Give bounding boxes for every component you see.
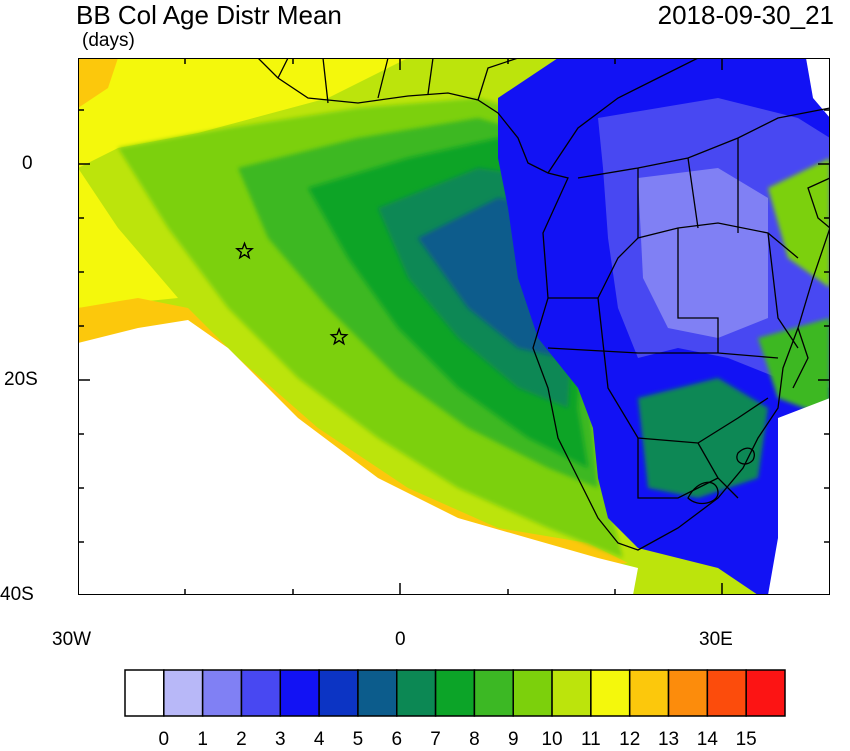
colorbar-label-5: 5 xyxy=(352,729,364,750)
colorbar-label-7: 7 xyxy=(430,729,441,750)
colorbar-box-6 xyxy=(357,669,398,717)
colorbar-label-15: 15 xyxy=(735,729,757,750)
colorbar-label-4: 4 xyxy=(313,729,325,750)
colorbar-box-3 xyxy=(240,669,282,717)
x-tick-label-30w: 30W xyxy=(52,629,92,650)
field-orange-corner xyxy=(78,58,118,108)
colorbar-label-12: 12 xyxy=(619,729,641,750)
map-title: BB Col Age Distr Mean xyxy=(76,0,342,30)
field-land-east-green xyxy=(768,158,830,288)
colorbar-box-0 xyxy=(124,669,165,717)
y-tick-label-20s: 20S xyxy=(4,369,38,390)
colorbar-label-11: 11 xyxy=(581,729,601,750)
colorbar-box-9 xyxy=(473,669,514,717)
colorbar-box-11 xyxy=(551,669,592,717)
field-land-lavender xyxy=(638,168,768,338)
y-tick-label-40s: 40S xyxy=(0,584,34,605)
colorbar-label-13: 13 xyxy=(657,729,680,750)
colorbar-box-10 xyxy=(512,669,553,717)
colorbar-box-15 xyxy=(706,669,747,717)
star-marker-2 xyxy=(329,327,349,346)
colorbar-label-2: 2 xyxy=(236,729,247,750)
colorbar-box-7 xyxy=(396,669,437,717)
colorbar-box-5 xyxy=(318,669,359,717)
x-tick-label-0: 0 xyxy=(395,629,406,650)
colorbar-box-4 xyxy=(279,669,320,717)
colorbar-label-10: 10 xyxy=(541,729,563,750)
field-white-southeast xyxy=(768,398,830,595)
colorbar-label-9: 9 xyxy=(507,729,519,750)
colorbar-label-1: 1 xyxy=(197,729,208,750)
colorbar-box-14 xyxy=(667,669,709,717)
colorbar-box-2 xyxy=(201,669,243,717)
map-timestamp: 2018-09-30_21 xyxy=(657,0,834,30)
field-white-ocean xyxy=(78,320,638,595)
colorbar-box-16 xyxy=(745,669,786,717)
star-marker-1 xyxy=(235,241,254,260)
colorbar-box-8 xyxy=(434,669,476,717)
colorbar-box-12 xyxy=(590,669,631,717)
map-plot xyxy=(78,58,830,595)
colorbar-label-8: 8 xyxy=(469,729,480,750)
axis-ticks xyxy=(78,58,830,595)
colorbar-box-1 xyxy=(163,669,204,717)
field-land-south-green xyxy=(638,378,768,498)
map-units: (days) xyxy=(82,30,135,51)
colorbar-label-14: 14 xyxy=(696,729,718,750)
field-white-northeast xyxy=(806,58,830,118)
colorbar xyxy=(124,669,786,717)
colorbar-label-0: 0 xyxy=(158,729,170,750)
colorbar-label-3: 3 xyxy=(274,729,286,750)
colorbar-box-13 xyxy=(628,669,670,717)
y-tick-label-0: 0 xyxy=(22,153,33,174)
field-yellow-west xyxy=(78,168,178,308)
coastlines xyxy=(257,58,830,551)
field-land-east-green-2 xyxy=(758,318,830,418)
colorbar-label-6: 6 xyxy=(391,729,403,750)
x-tick-label-30e: 30E xyxy=(699,629,733,650)
